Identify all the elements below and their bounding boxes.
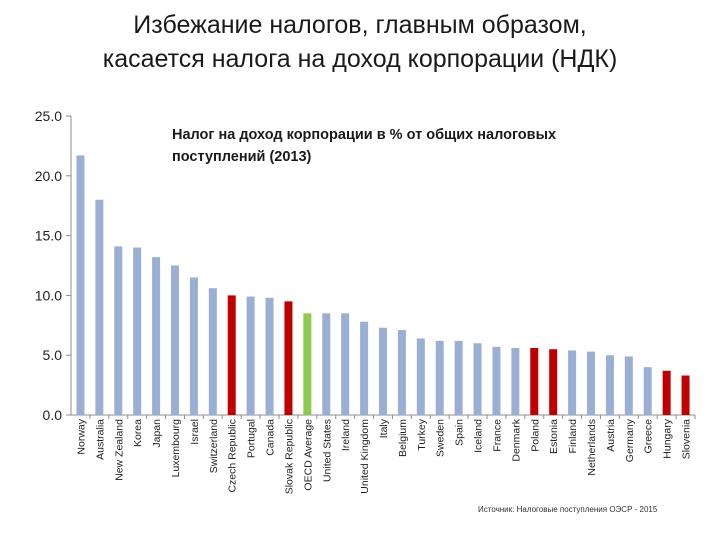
bar (76, 155, 85, 415)
x-tick-label: Turkey (416, 418, 428, 450)
x-tick-label: Sweden (435, 419, 447, 457)
bar (95, 199, 104, 415)
bar (322, 313, 331, 415)
x-tick-label: Germany (624, 418, 636, 462)
x-tick-label: Norway (75, 418, 87, 454)
bar (587, 351, 595, 415)
y-tick-label: 0.0 (43, 407, 63, 423)
bar (189, 277, 198, 415)
bar (530, 348, 539, 415)
x-tick-label: Hungary (662, 418, 674, 458)
x-tick-label: Japan (151, 419, 163, 448)
x-tick-label: Greece (643, 419, 655, 454)
x-tick-label: Czech Republic (227, 419, 239, 493)
title-line-1: Избежание налогов, главным образом, (133, 11, 587, 39)
bar (265, 297, 274, 415)
y-tick-label: 5.0 (43, 347, 63, 363)
x-tick-label: Poland (529, 419, 541, 452)
y-tick-label: 20.0 (35, 168, 62, 184)
bar (341, 313, 350, 415)
bar (624, 356, 633, 415)
x-tick-label: Portugal (246, 419, 258, 458)
bar (416, 338, 425, 415)
bar (360, 321, 369, 415)
x-tick-label: Korea (132, 419, 144, 447)
x-tick-label: Slovenia (681, 419, 693, 459)
bar (303, 313, 312, 415)
x-tick-label: Australia (94, 419, 106, 460)
bar (605, 355, 614, 415)
bar (114, 246, 123, 415)
bar (227, 295, 236, 415)
chart-title: Налог на доход корпорации в % от общих н… (172, 127, 557, 165)
x-tick-label: Denmark (510, 418, 522, 461)
bar (643, 367, 652, 415)
x-tick-label: Slovak Republic (283, 419, 295, 494)
x-tick-label: Iceland (473, 419, 485, 453)
x-tick-label: United States (321, 419, 333, 482)
bar (379, 327, 387, 415)
x-tick-label: Austria (605, 419, 617, 452)
y-tick-label: 15.0 (35, 228, 62, 244)
bar (568, 350, 577, 415)
y-tick-label: 25.0 (35, 108, 62, 124)
x-tick-label: United Kingdom (359, 419, 371, 494)
bar (246, 296, 255, 415)
x-tick-label: Spain (454, 419, 466, 446)
title-line-2: касается налога на доход корпорации (НДК… (102, 45, 618, 73)
x-tick-label: Ireland (340, 419, 352, 451)
x-tick-label: OECD Average (302, 419, 314, 491)
x-tick-label: Switzerland (208, 419, 220, 473)
x-tick-label: Estonia (548, 419, 560, 454)
x-tick-label: Finland (567, 419, 579, 454)
x-tick-label: Luxembourg (170, 419, 182, 478)
x-tick-label: Israel (189, 419, 201, 445)
x-tick-label: New Zealand (113, 419, 125, 481)
bar (662, 370, 671, 415)
bar (492, 346, 501, 415)
bar (397, 330, 406, 415)
bar (284, 301, 293, 415)
bar (208, 288, 217, 415)
page-title: Избежание налогов, главным образом, каса… (0, 8, 720, 76)
bar (435, 340, 444, 415)
bar (549, 349, 558, 415)
bar (511, 348, 520, 415)
y-tick-label: 10.0 (35, 287, 62, 303)
x-tick-label: Belgium (397, 419, 409, 457)
bar (454, 340, 463, 415)
x-tick-label: Netherlands (586, 419, 598, 476)
bar (681, 375, 690, 415)
x-tick-label: Canada (265, 419, 277, 456)
bar (473, 343, 482, 415)
bar (152, 257, 161, 415)
x-tick-label: France (491, 419, 503, 452)
x-tick-label: Italy (378, 418, 390, 438)
bar (171, 265, 179, 415)
bar (133, 247, 142, 415)
source-note: Источник: Налоговые поступления ОЭСР - 2… (478, 505, 658, 514)
